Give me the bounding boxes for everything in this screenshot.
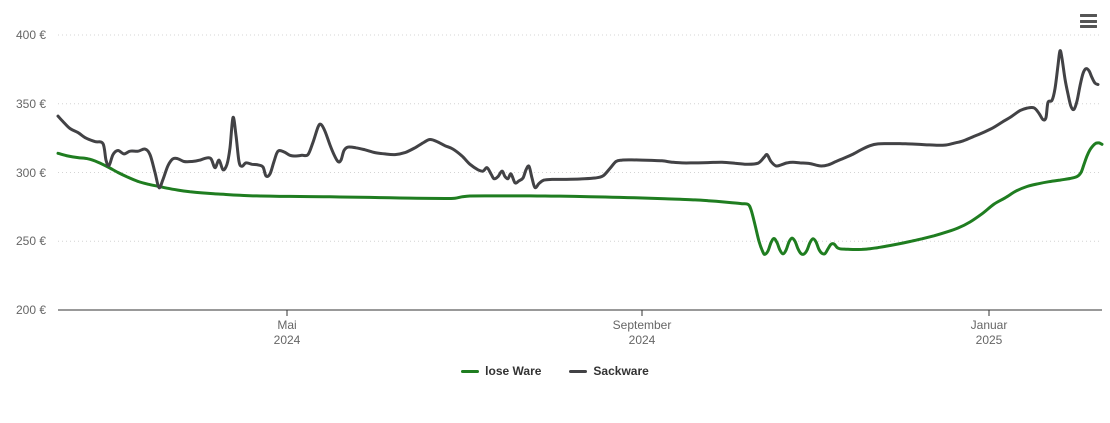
y-axis-tick-label: 400 € bbox=[15, 28, 46, 42]
legend-item-lose-ware[interactable]: lose Ware bbox=[461, 364, 541, 378]
menu-bar bbox=[1080, 19, 1097, 23]
y-axis-tick-label: 250 € bbox=[15, 234, 46, 249]
menu-bar bbox=[1080, 25, 1097, 28]
legend-swatch-lose-ware bbox=[461, 369, 480, 373]
series-line-lose-ware bbox=[56, 141, 1104, 256]
legend-item-sackware[interactable]: Sackware bbox=[569, 364, 649, 378]
series-line-sackware bbox=[56, 49, 1100, 190]
x-axis-tick-label: Mai 2024 bbox=[273, 318, 301, 347]
y-axis-tick-label: 350 € bbox=[15, 96, 46, 111]
menu-bar bbox=[1080, 14, 1097, 17]
hamburger-menu-icon[interactable] bbox=[1080, 13, 1097, 29]
x-axis-tick-label: Januar 2025 bbox=[970, 318, 1008, 347]
y-axis-tick-label: 300 € bbox=[15, 165, 46, 180]
legend: lose Ware Sackware bbox=[0, 364, 1110, 378]
legend-label-sackware: Sackware bbox=[593, 364, 649, 378]
y-axis-tick-label: 200 € bbox=[15, 303, 46, 317]
legend-label-lose-ware: lose Ware bbox=[485, 364, 542, 378]
x-axis-tick-label: September 2024 bbox=[612, 318, 672, 347]
legend-swatch-sackware bbox=[569, 369, 588, 373]
